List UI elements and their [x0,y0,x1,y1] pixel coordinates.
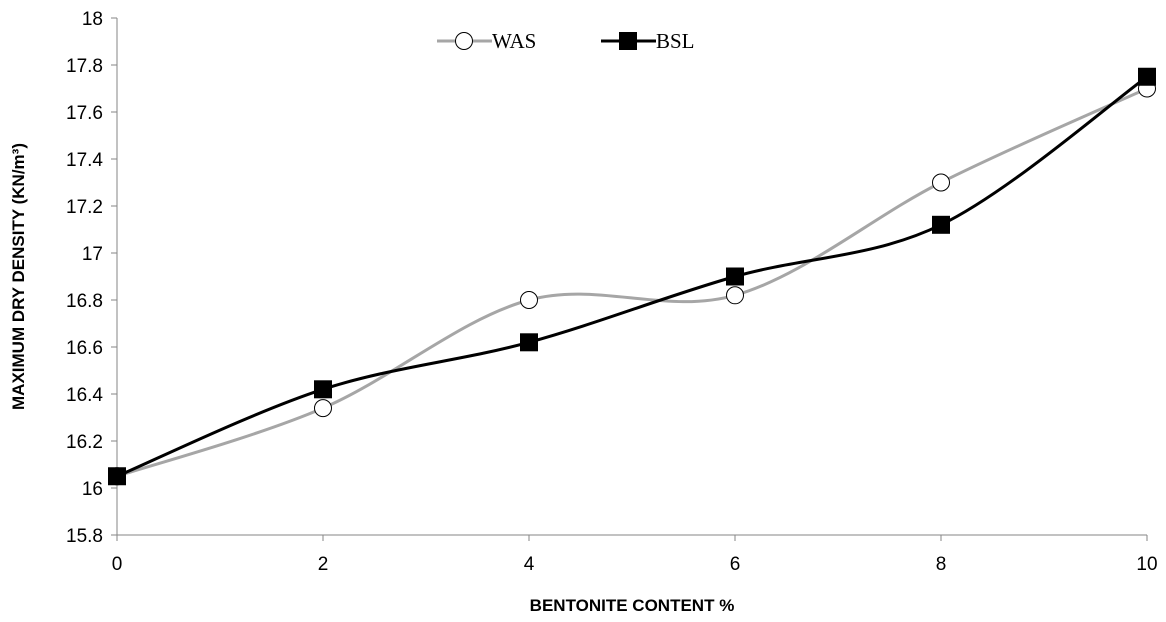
series-bsl [108,67,1156,486]
y-tick-label: 16.4 [66,385,103,406]
x-tick-label: 10 [1136,554,1157,575]
y-tick-label: 15.8 [66,526,103,547]
legend-marker-bsl [619,32,637,50]
series-bsl-point [314,380,332,399]
y-tick-label: 17.2 [66,197,103,218]
series-bsl-point [520,333,538,352]
y-tick-label: 16.8 [66,291,103,312]
legend-label-bsl: BSL [656,29,695,53]
series-was-point [314,399,332,418]
y-tick-label: 17 [82,244,103,265]
x-tick-label: 0 [112,554,123,575]
x-tick-label: 6 [730,554,741,575]
legend-marker-was [455,32,473,50]
series-was-line [115,87,1149,478]
y-tick-label: 16.6 [66,338,103,359]
series-bsl-point [108,467,126,486]
series-layer [108,67,1156,486]
y-axis-ticks: 15.8 16 16.2 16.4 16.6 16.8 17 17.2 17.4 17.6 17.8… [66,9,117,547]
series-was-point [932,173,950,192]
series-was-point [520,291,538,309]
legend-item-was: WAS [437,29,536,53]
series-was-point [726,286,744,305]
y-tick-label: 17.4 [66,150,103,171]
x-tick-label: 4 [524,554,535,575]
y-tick-label: 18 [82,9,103,30]
series-bsl-point [1138,67,1156,86]
x-tick-label: 2 [318,554,329,575]
legend: WAS BSL [437,29,695,53]
x-tick-label: 8 [936,554,947,575]
plot-area: 15.8 16 16.2 16.4 16.6 16.8 17 17.2 17.4 17.6 17.8… [66,9,1158,575]
series-bsl-line [115,75,1149,478]
y-tick-label: 17.6 [66,103,103,124]
series-bsl-point [726,267,744,286]
legend-item-bsl: BSL [601,29,695,53]
series-bsl-point [932,215,950,234]
x-axis-ticks: 0 2 4 6 8 10 [112,535,1158,575]
y-tick-label: 16.2 [66,432,103,453]
series-was [108,79,1156,486]
legend-label-was: WAS [492,29,536,53]
y-tick-label: 17.8 [66,56,103,77]
y-tick-label: 16 [82,479,103,500]
x-axis-title: BENTONITE CONTENT % [530,596,735,615]
y-axis-title: MAXIMUM DRY DENSITY (KN/m³) [9,143,28,410]
